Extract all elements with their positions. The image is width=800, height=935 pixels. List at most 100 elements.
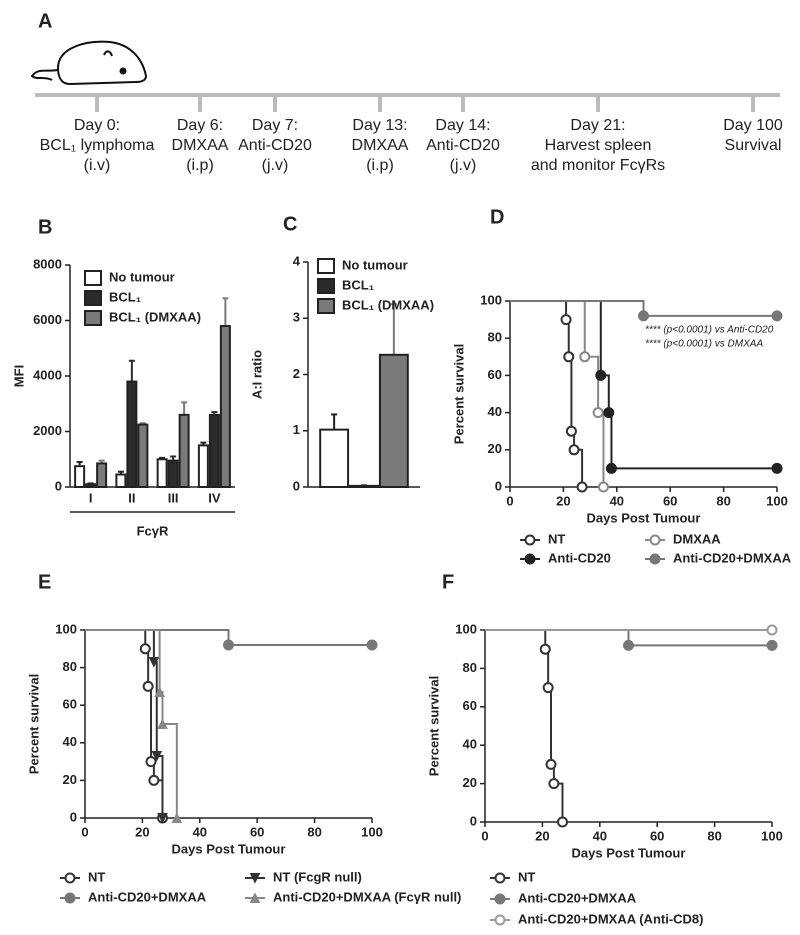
survival-step — [85, 629, 230, 646]
timeline-text: Harvest spleen — [545, 137, 652, 154]
bar — [178, 413, 190, 489]
marker — [568, 444, 580, 456]
y-tick-label: 100 — [55, 621, 77, 636]
y-axis-label: Percent survival — [426, 676, 441, 776]
x-tick-label: 60 — [650, 828, 664, 843]
panel-label: D — [490, 206, 504, 228]
y-tick-label: 4 — [293, 253, 301, 268]
marker — [366, 639, 378, 651]
x-tick-label: 0 — [506, 493, 513, 508]
marker — [563, 351, 575, 363]
marker — [605, 462, 617, 474]
marker — [771, 462, 783, 474]
y-tick-label: 60 — [463, 698, 477, 713]
marker — [603, 407, 615, 419]
marker — [171, 812, 183, 823]
legend-label: NT — [518, 869, 535, 884]
legend-label: No tumour — [342, 257, 408, 272]
x-tick-label: 0 — [481, 828, 488, 843]
marker — [157, 813, 168, 824]
x-tick-label: 100 — [361, 824, 383, 839]
legend-label: Anti-CD20+DMXAA — [88, 889, 207, 904]
marker — [560, 314, 572, 326]
survival-step — [553, 782, 564, 822]
y-tick-label: 40 — [63, 734, 77, 749]
legend-marker — [249, 873, 261, 884]
survival-step — [85, 629, 161, 693]
marker — [771, 310, 783, 322]
timeline-text: Day 7: — [252, 117, 298, 134]
marker — [548, 778, 560, 790]
timeline-text: (j.v) — [450, 157, 477, 174]
marker — [223, 639, 234, 651]
bar — [96, 462, 108, 489]
legend-label: NT — [548, 531, 565, 546]
panel-label: B — [38, 216, 52, 238]
marker — [556, 816, 568, 828]
x-tick-label: 100 — [761, 828, 783, 843]
marker — [148, 774, 160, 786]
marker — [766, 639, 778, 651]
timeline-text: and monitor FcγRs — [531, 157, 665, 174]
legend-marker — [649, 534, 661, 546]
timeline-text: Day 13: — [352, 117, 407, 134]
survival-step — [510, 300, 586, 357]
marker — [576, 481, 588, 493]
x-tick-label: 20 — [556, 493, 570, 508]
bar — [156, 458, 168, 488]
x-tick-label: I — [89, 490, 93, 505]
survival-step — [545, 648, 550, 688]
annotation: **** (p<0.0001) vs DMXAA — [645, 339, 763, 350]
timeline-text: BCL₁ lymphoma — [40, 137, 155, 154]
marker — [592, 407, 604, 419]
legend-label: BCL₁ (DMXAA) — [109, 309, 201, 324]
x-tick-label: 40 — [593, 828, 607, 843]
panel-label: E — [38, 571, 51, 593]
bar — [167, 459, 179, 489]
survival-step — [510, 300, 602, 376]
y-tick-label: 6000 — [33, 312, 62, 327]
timeline-text: DMXAA — [172, 137, 229, 154]
timeline-text: (i.p) — [366, 157, 394, 174]
legend-label: Anti-CD20+DMXAA (FcγR null) — [273, 889, 461, 904]
y-tick-label: 0 — [470, 813, 477, 828]
timeline-text: DMXAA — [352, 137, 409, 154]
timeline-text: Day 21: — [570, 117, 625, 134]
bar — [137, 423, 149, 488]
x-axis-label: FcγR — [137, 523, 169, 538]
legend-marker — [524, 553, 536, 565]
x-tick-label: 60 — [663, 493, 677, 508]
marker — [539, 643, 551, 655]
bar — [85, 483, 97, 489]
mouse-icon — [30, 40, 148, 86]
bar — [208, 413, 220, 489]
x-tick-label: 60 — [250, 824, 264, 839]
y-tick-label: 80 — [463, 660, 477, 675]
timeline-text: (j.v) — [262, 157, 289, 174]
legend-label: BCL₁ — [109, 289, 141, 304]
y-axis-label: MFI — [11, 365, 26, 387]
timeline-text: Day 100 — [723, 117, 783, 134]
bar — [197, 444, 209, 488]
y-tick-label: 20 — [463, 775, 477, 790]
annotation: **** (p<0.0001) vs Anti-CD20 — [645, 325, 774, 336]
y-tick-label: 60 — [63, 697, 77, 712]
panel-label: C — [283, 213, 297, 235]
x-tick-label: IV — [208, 490, 221, 505]
survival-step — [153, 779, 164, 818]
marker — [638, 310, 649, 322]
legend-marker — [494, 872, 506, 884]
marker — [151, 750, 163, 762]
marker — [139, 643, 151, 655]
timeline-text: (i.p) — [186, 157, 214, 174]
x-tick-label: 100 — [766, 493, 788, 508]
marker — [595, 369, 607, 381]
y-tick-label: 0 — [293, 478, 300, 493]
timeline-text: Day 14: — [435, 117, 490, 134]
y-tick-label: 0 — [70, 809, 77, 824]
x-tick-label: II — [128, 490, 135, 505]
bar — [219, 325, 231, 488]
legend-label: Anti-CD20+DMXAA — [673, 550, 792, 565]
marker — [148, 656, 160, 668]
survival-step — [510, 300, 568, 320]
